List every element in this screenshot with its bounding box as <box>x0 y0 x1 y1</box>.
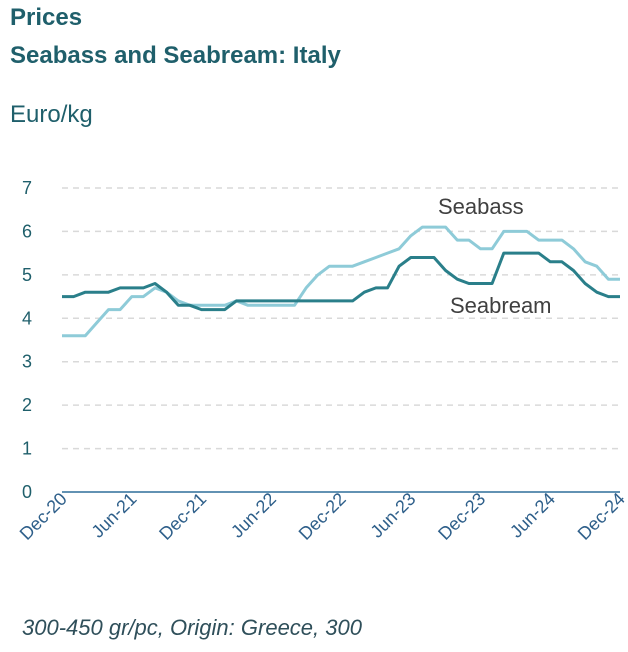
x-tick-label: Dec-22 <box>295 489 350 544</box>
grid-lines <box>62 187 620 450</box>
x-tick-label: Dec-23 <box>434 489 489 544</box>
series-line-seabass <box>62 225 620 338</box>
y-axis-ticks: 0 1 2 3 4 5 6 7 <box>22 178 32 502</box>
series-label-seabream: Seabream <box>450 293 552 318</box>
x-tick-label: Dec-24 <box>574 489 628 544</box>
x-tick-label: Jun-21 <box>88 489 141 542</box>
series-lines <box>62 225 620 338</box>
x-axis-ticks: Dec-20 Jun-21 Dec-21 Jun-22 Dec-22 Jun-23 Dec-… <box>16 489 628 544</box>
chart-title: Prices <box>10 4 83 31</box>
y-tick-label: 1 <box>22 439 32 459</box>
y-tick-label: 6 <box>22 221 32 241</box>
x-tick-label: Jun-23 <box>367 489 420 542</box>
y-axis-unit: Euro/kg <box>10 101 93 128</box>
y-tick-label: 5 <box>22 265 32 285</box>
series-label-seabass: Seabass <box>438 194 524 219</box>
chart-subtitle: Seabass and Seabream: Italy <box>10 42 341 69</box>
x-tick-label: Jun-24 <box>506 489 559 542</box>
x-tick-label: Dec-21 <box>155 489 210 544</box>
y-tick-label: 2 <box>22 395 32 415</box>
y-tick-label: 4 <box>22 308 32 328</box>
footnote: 300-450 gr/pc, Origin: Greece, 300 <box>22 615 362 640</box>
y-tick-label: 7 <box>22 178 32 198</box>
series-line-seabream <box>62 251 620 312</box>
y-tick-label: 3 <box>22 352 32 372</box>
x-tick-label: Jun-22 <box>227 489 280 542</box>
y-tick-label: 0 <box>22 482 32 502</box>
